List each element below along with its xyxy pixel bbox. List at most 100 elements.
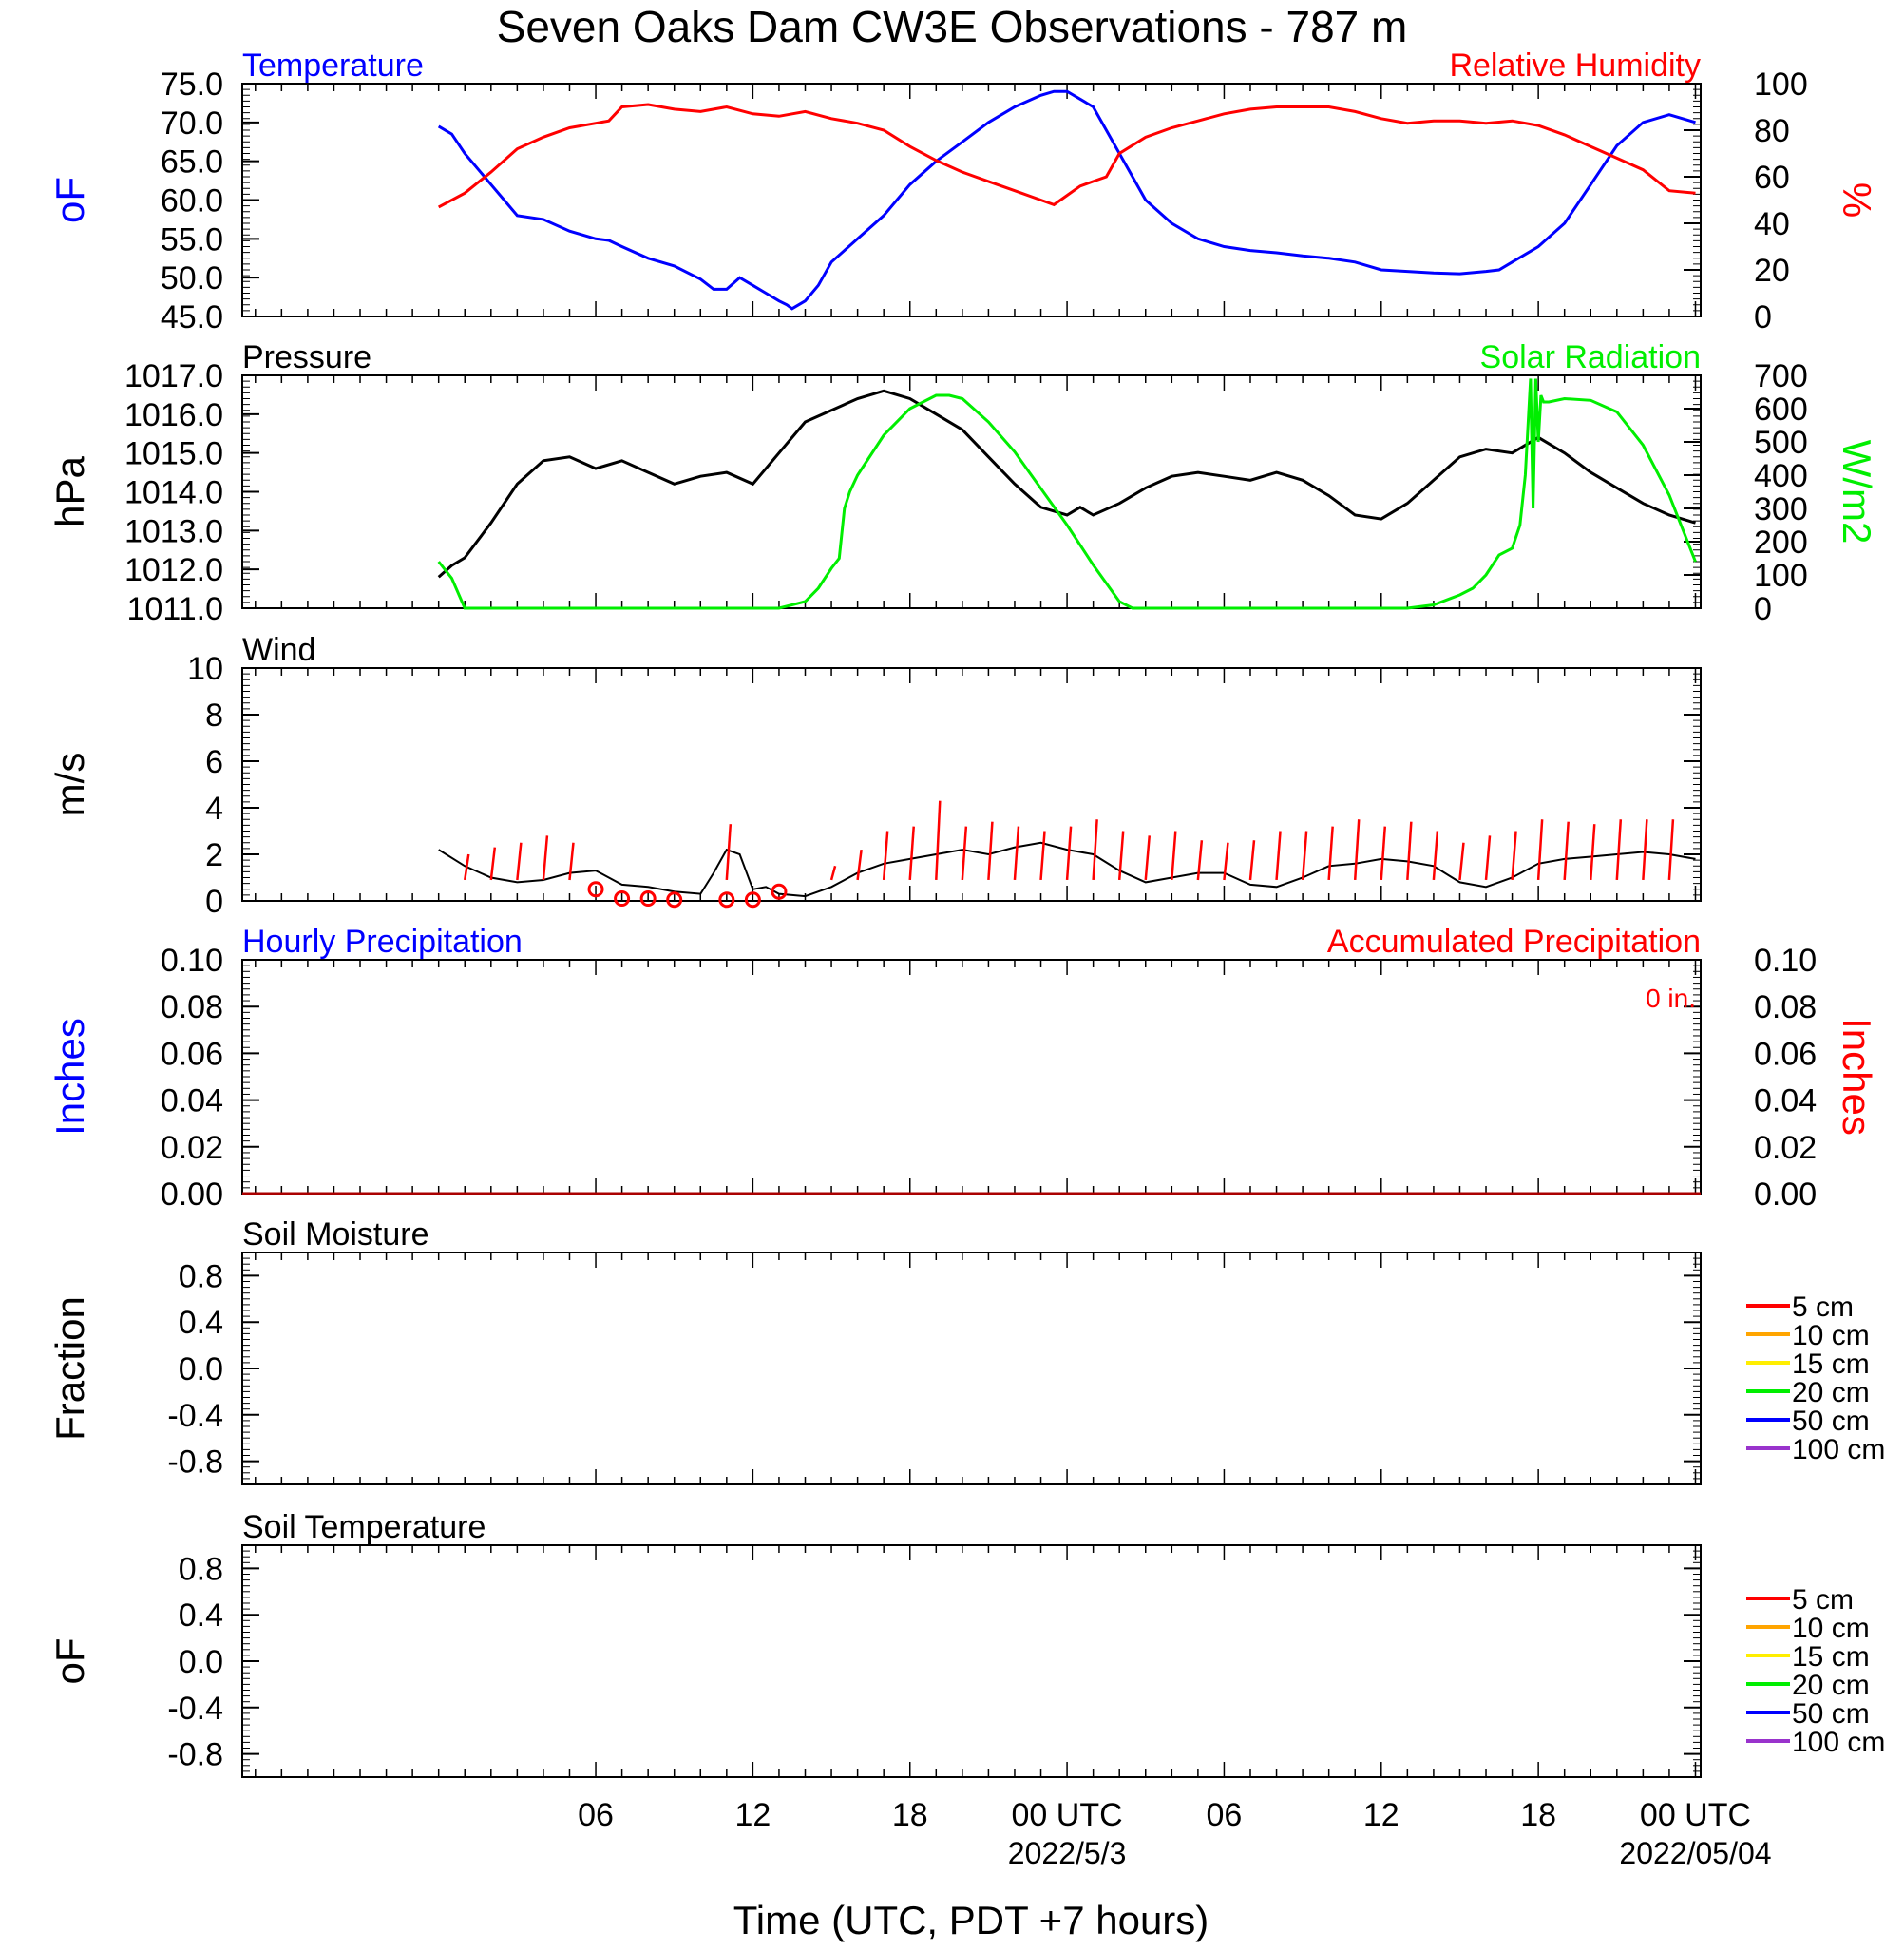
- y-tick-label: 55.0: [161, 221, 223, 258]
- legend-entry: 15 cm: [1792, 1348, 1870, 1380]
- wind-barb: [1117, 831, 1125, 881]
- y-tick-label: -0.8: [167, 1444, 223, 1481]
- y-tick-label-right: 40: [1754, 206, 1790, 242]
- y-axis-label-left: Fraction: [48, 1296, 92, 1441]
- wind-barb: [1667, 819, 1675, 881]
- legend-entry: 100 cm: [1792, 1727, 1885, 1758]
- panel-temperature: 45.050.055.060.065.070.075.0 0 20 40 60 80 100…: [48, 48, 1879, 335]
- y-tick-label-right: 100: [1754, 558, 1808, 594]
- x-tick-label: 18: [892, 1797, 928, 1833]
- x-tick-label: 18: [1520, 1797, 1556, 1833]
- y-axis-label-left: m/s: [48, 753, 92, 817]
- wind-barb: [1536, 819, 1544, 881]
- y-tick-label: 0.8: [179, 1258, 223, 1294]
- y-tick-label: 2: [205, 837, 223, 873]
- y-axis-label-right: Inches: [1835, 1018, 1879, 1136]
- wind-barb: [1432, 831, 1439, 881]
- wind-barb: [1248, 840, 1256, 881]
- y-axis-label-left: oF: [48, 177, 92, 223]
- legend-entry: 50 cm: [1792, 1406, 1870, 1437]
- y-tick-label: 8: [205, 698, 223, 734]
- wind-barb: [1615, 819, 1623, 881]
- y-tick-label: 0.8: [179, 1551, 223, 1587]
- y-tick-label: 1016.0: [124, 397, 223, 433]
- wind-barb: [725, 824, 733, 881]
- calm-marker: [744, 891, 761, 909]
- y-tick-label: 0.00: [161, 1176, 223, 1213]
- y-tick-label-right: 0.06: [1754, 1036, 1817, 1072]
- y-tick-label-right: 200: [1754, 525, 1808, 561]
- y-tick-label: 65.0: [161, 144, 223, 181]
- wind-barb: [1511, 831, 1517, 881]
- panel-title-left: Soil Temperature: [242, 1509, 486, 1545]
- y-tick-label: 50.0: [161, 260, 223, 296]
- y-tick-label: 6: [205, 744, 223, 780]
- x-tick-date: 2022/05/04: [1619, 1836, 1771, 1870]
- panel-wind: 0 2 4 6 8 10 Wind m/s: [48, 632, 1702, 920]
- wind-barb: [829, 865, 837, 881]
- y-tick-label-right: 0: [1754, 591, 1772, 627]
- y-axis-label-right: W/m2: [1835, 440, 1879, 545]
- wind-barb: [1013, 826, 1020, 881]
- panel-precip: 0.00 0.02 0.04 0.06 0.08 0.10 0.00 0.02 0.04 0.06…: [48, 924, 1879, 1213]
- y-tick-label: -0.8: [167, 1737, 223, 1773]
- wind-barb: [516, 842, 523, 881]
- y-tick-label: 75.0: [161, 67, 223, 103]
- calm-marker: [666, 891, 683, 909]
- wind-barb: [1171, 831, 1177, 881]
- wind-barb: [882, 831, 889, 881]
- y-tick-label: -0.4: [167, 1398, 223, 1434]
- series-pressure: [437, 389, 1696, 579]
- wind-barb: [961, 826, 968, 881]
- legend-entry: 5 cm: [1792, 1584, 1854, 1616]
- y-tick-label-right: 0.04: [1754, 1083, 1817, 1119]
- wind-barb: [1144, 835, 1152, 881]
- y-tick-label: 0: [205, 884, 223, 920]
- wind-barb: [1223, 842, 1229, 881]
- y-tick-label: 60.0: [161, 183, 223, 220]
- y-tick-label-right: 0: [1754, 299, 1772, 335]
- y-axis-label-right: %: [1835, 182, 1879, 218]
- wind-barb: [1458, 842, 1465, 881]
- y-tick-label: 10: [187, 651, 223, 687]
- wind-barb: [1353, 819, 1361, 881]
- chart-title: Seven Oaks Dam CW3E Observations - 787 m: [497, 2, 1408, 51]
- panel-title-right: Accumulated Precipitation: [1327, 924, 1701, 960]
- wind-barb: [464, 853, 470, 881]
- calm-marker: [614, 890, 631, 908]
- panel-title-left: Hourly Precipitation: [242, 924, 523, 960]
- y-tick-label-right: 0.00: [1754, 1176, 1817, 1213]
- x-tick-label: 00 UTC: [1640, 1797, 1751, 1833]
- y-tick-label-right: 0.08: [1754, 989, 1817, 1025]
- x-axis-label: Time (UTC, PDT +7 hours): [733, 1898, 1209, 1942]
- y-tick-label: 0.08: [161, 989, 223, 1025]
- x-tick-label: 12: [734, 1797, 771, 1833]
- y-tick-label: 45.0: [161, 299, 223, 335]
- accumulated-total: 0 in.: [1646, 984, 1696, 1013]
- wind-barb: [1406, 821, 1413, 881]
- y-tick-label-right: 300: [1754, 491, 1808, 527]
- y-tick-label-right: 20: [1754, 253, 1790, 289]
- panel-soil_moisture: -0.8 -0.4 0.0 0.4 0.8 Soil Moisture Fraction 5 …: [48, 1216, 1885, 1485]
- y-tick-label-right: 0.02: [1754, 1130, 1817, 1166]
- legend-entry: 10 cm: [1792, 1320, 1870, 1351]
- y-tick-label: 1012.0: [124, 552, 223, 588]
- wind-barb: [987, 821, 994, 881]
- x-tick-label: 06: [1207, 1797, 1243, 1833]
- y-tick-label: 0.06: [161, 1036, 223, 1072]
- wind-barb: [1642, 819, 1648, 881]
- calm-marker: [771, 883, 788, 900]
- y-tick-label-right: 500: [1754, 425, 1808, 461]
- y-tick-label: 0.0: [179, 1644, 223, 1680]
- x-tick-label: 00 UTC: [1012, 1797, 1123, 1833]
- calm-marker: [639, 890, 657, 908]
- wind-barb: [1039, 831, 1046, 881]
- wind-barb: [1065, 826, 1073, 881]
- x-tick-label: 06: [578, 1797, 614, 1833]
- y-axis-label-left: Inches: [48, 1018, 92, 1136]
- y-tick-label: 1017.0: [124, 358, 223, 394]
- wind-barb: [1327, 826, 1334, 881]
- y-tick-label: 0.02: [161, 1130, 223, 1166]
- y-tick-label: 1011.0: [127, 591, 223, 627]
- wind-barb: [1590, 824, 1596, 881]
